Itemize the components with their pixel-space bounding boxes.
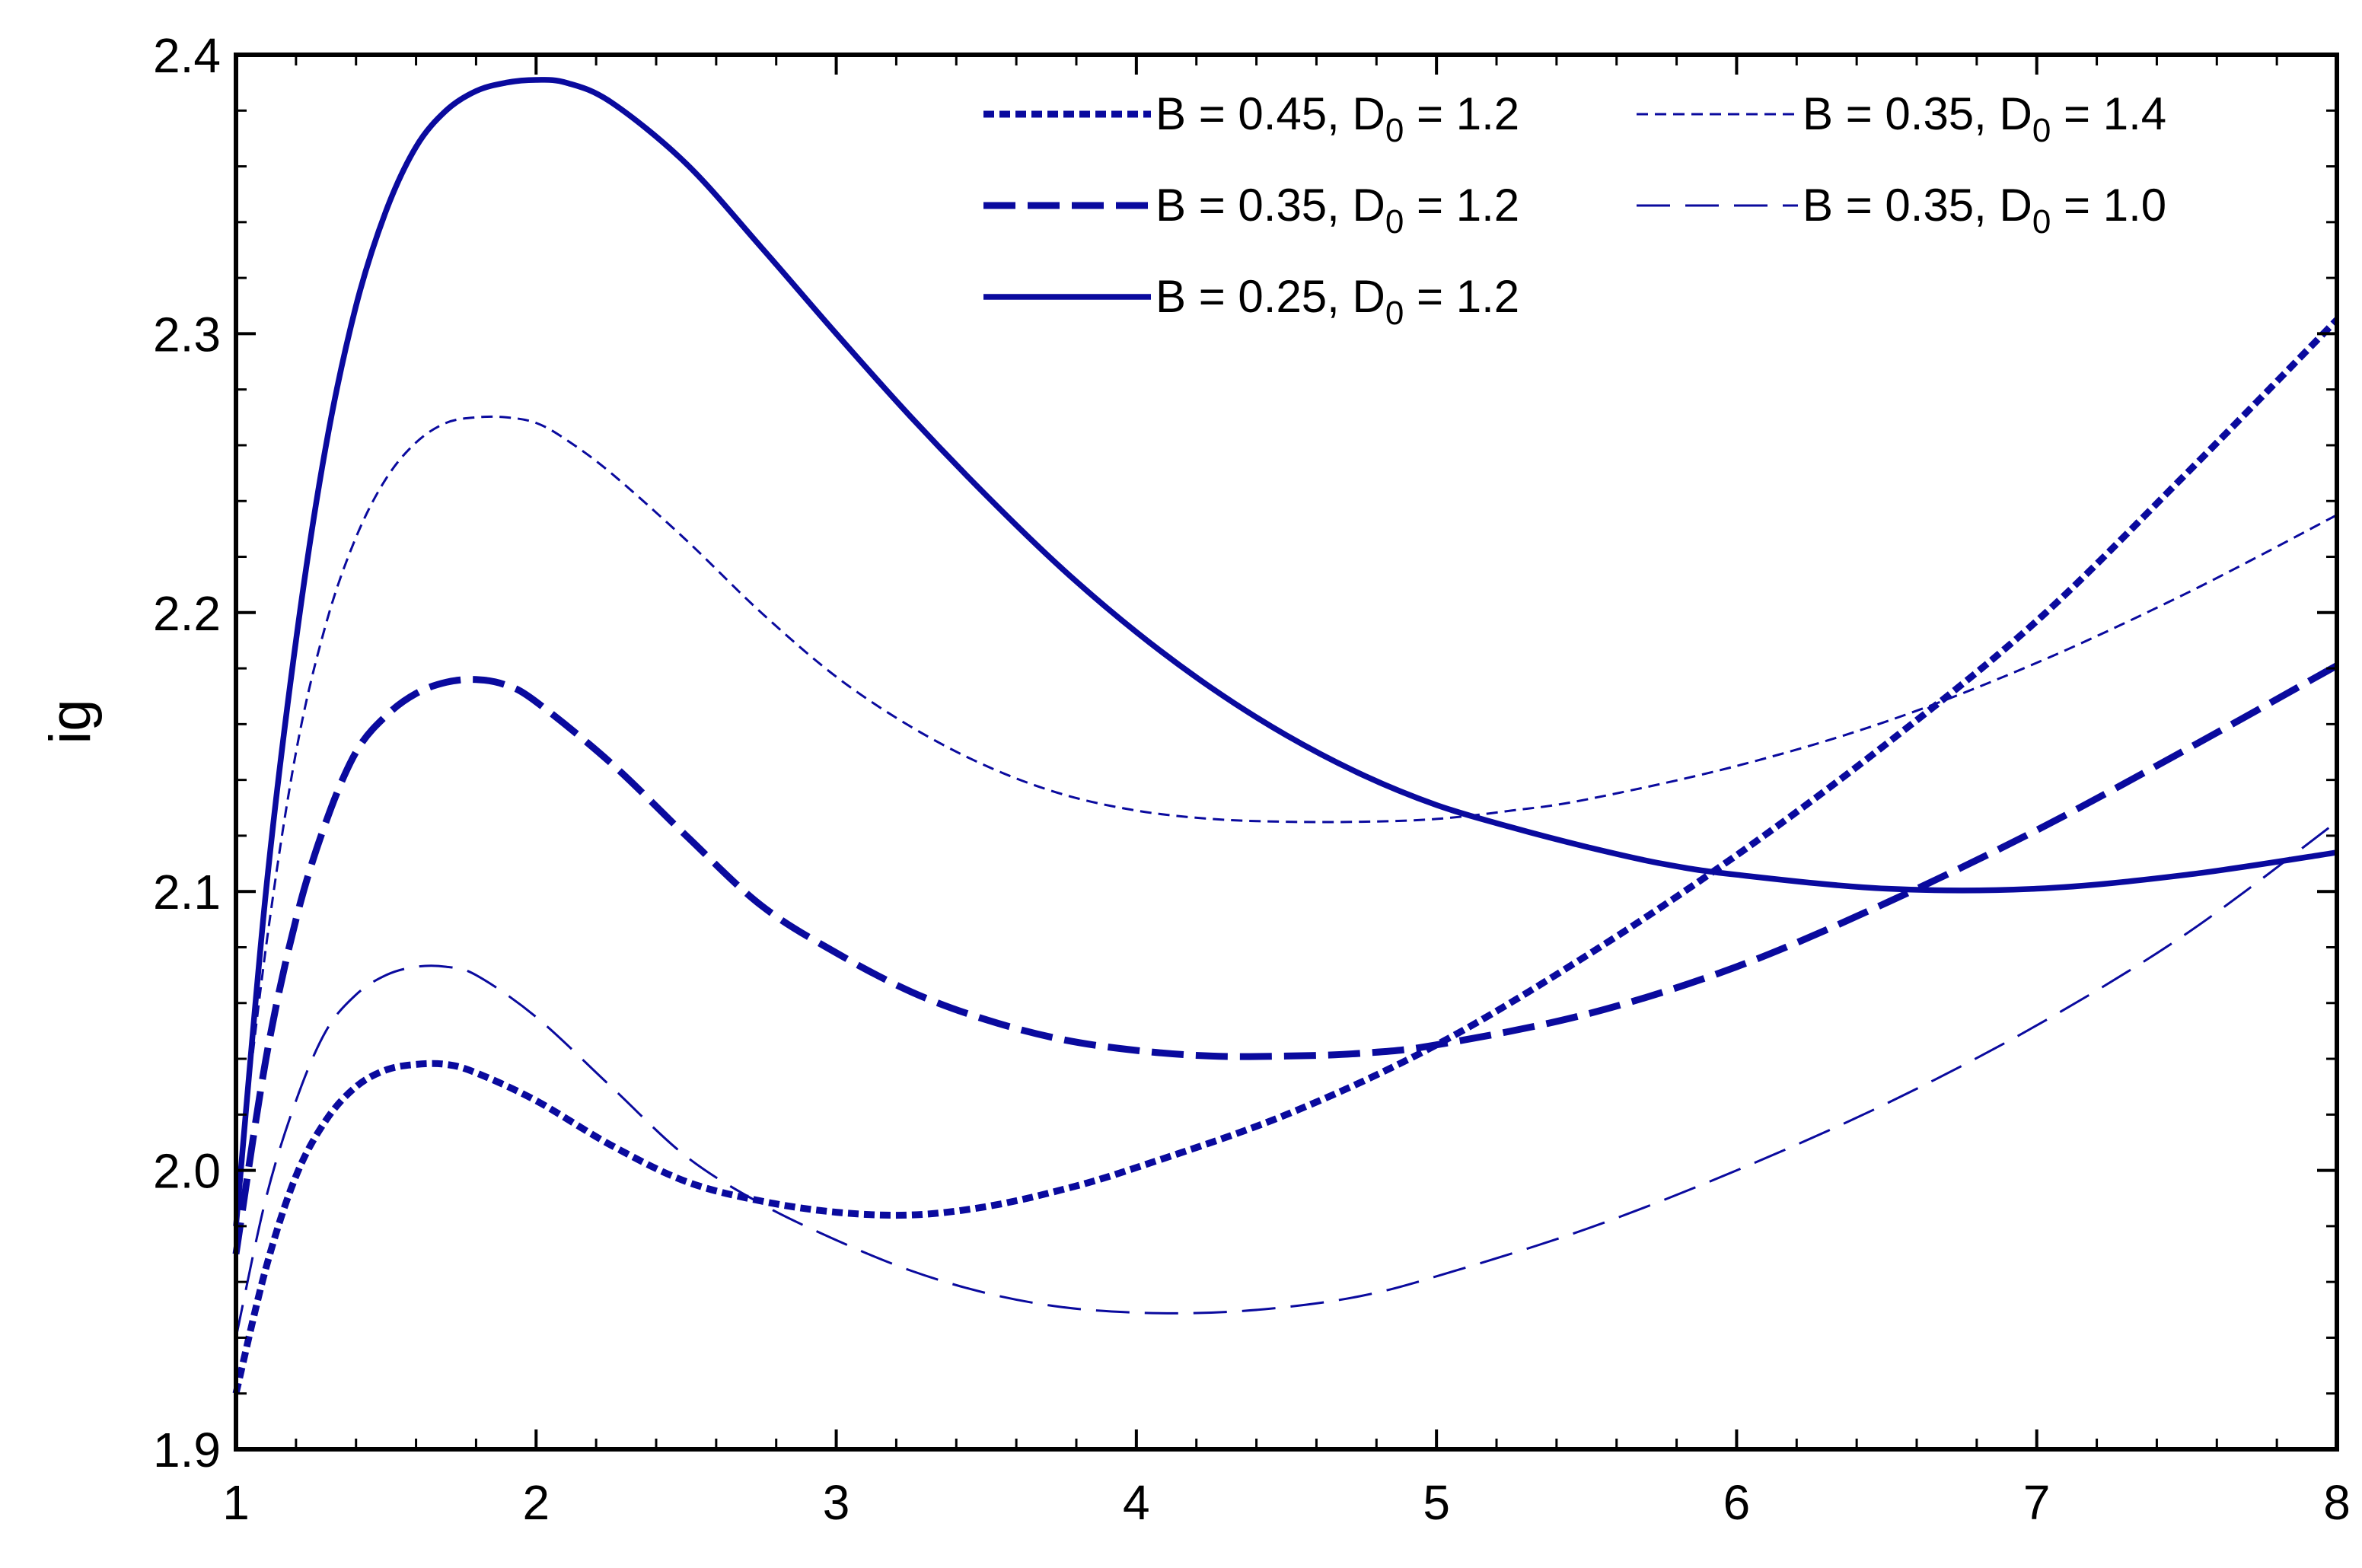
plot-frame: [234, 53, 2339, 1452]
x-tick-label: 5: [1423, 1475, 1450, 1530]
series-line-3: [233, 77, 2338, 1227]
y-tick-label: 2.1: [153, 865, 221, 919]
x-tick-label: 7: [2023, 1475, 2051, 1530]
legend-label: B = 0.35, D0 = 1.0: [1803, 180, 2166, 241]
legend-label: B = 0.45, D0 = 1.2: [1155, 88, 1519, 149]
y-tick-label: 2.4: [153, 28, 221, 83]
y-tick-label: 2.3: [153, 307, 221, 362]
y-tick-label: 2.2: [153, 586, 221, 641]
x-tick-label: 8: [2323, 1475, 2351, 1530]
series-line-5: [234, 821, 2338, 1338]
x-tick-label: 6: [1723, 1475, 1751, 1530]
series-layer: [232, 77, 2340, 1394]
series-line-2: [232, 662, 2339, 1255]
series-line-1: [232, 317, 2340, 1394]
legend-label: B = 0.35, D0 = 1.4: [1803, 88, 2166, 149]
series-line-4: [234, 415, 2338, 1199]
x-tick-label: 2: [522, 1475, 550, 1530]
legend-item-4: B = 0.35, D0 = 1.4: [1637, 88, 2166, 149]
legend-item-2: B = 0.35, D0 = 1.2: [983, 180, 1519, 241]
y-axis-label: ig: [38, 699, 103, 744]
x-tick-label: 3: [823, 1475, 850, 1530]
legend-label: B = 0.35, D0 = 1.2: [1155, 180, 1519, 241]
x-tick-label: 4: [1123, 1475, 1150, 1530]
legend-item-5: B = 0.35, D0 = 1.0: [1637, 180, 2166, 241]
tick-layer: 1 2 3 4 5 6 7 8 1.9 2.0 2.1 2.2 2.3 2.4: [153, 28, 2351, 1530]
legend-item-3: B = 0.25, D0 = 1.2: [983, 271, 1519, 332]
x-tick-label: 1: [222, 1475, 250, 1530]
legend-label: B = 0.25, D0 = 1.2: [1155, 271, 1519, 332]
y-tick-label: 1.9: [153, 1423, 221, 1477]
legend: B = 0.45, D0 = 1.2 B = 0.35, D0 = 1.2 B = …: [983, 88, 2166, 332]
y-tick-label: 2.0: [153, 1144, 221, 1199]
legend-item-1: B = 0.45, D0 = 1.2: [983, 88, 1519, 149]
